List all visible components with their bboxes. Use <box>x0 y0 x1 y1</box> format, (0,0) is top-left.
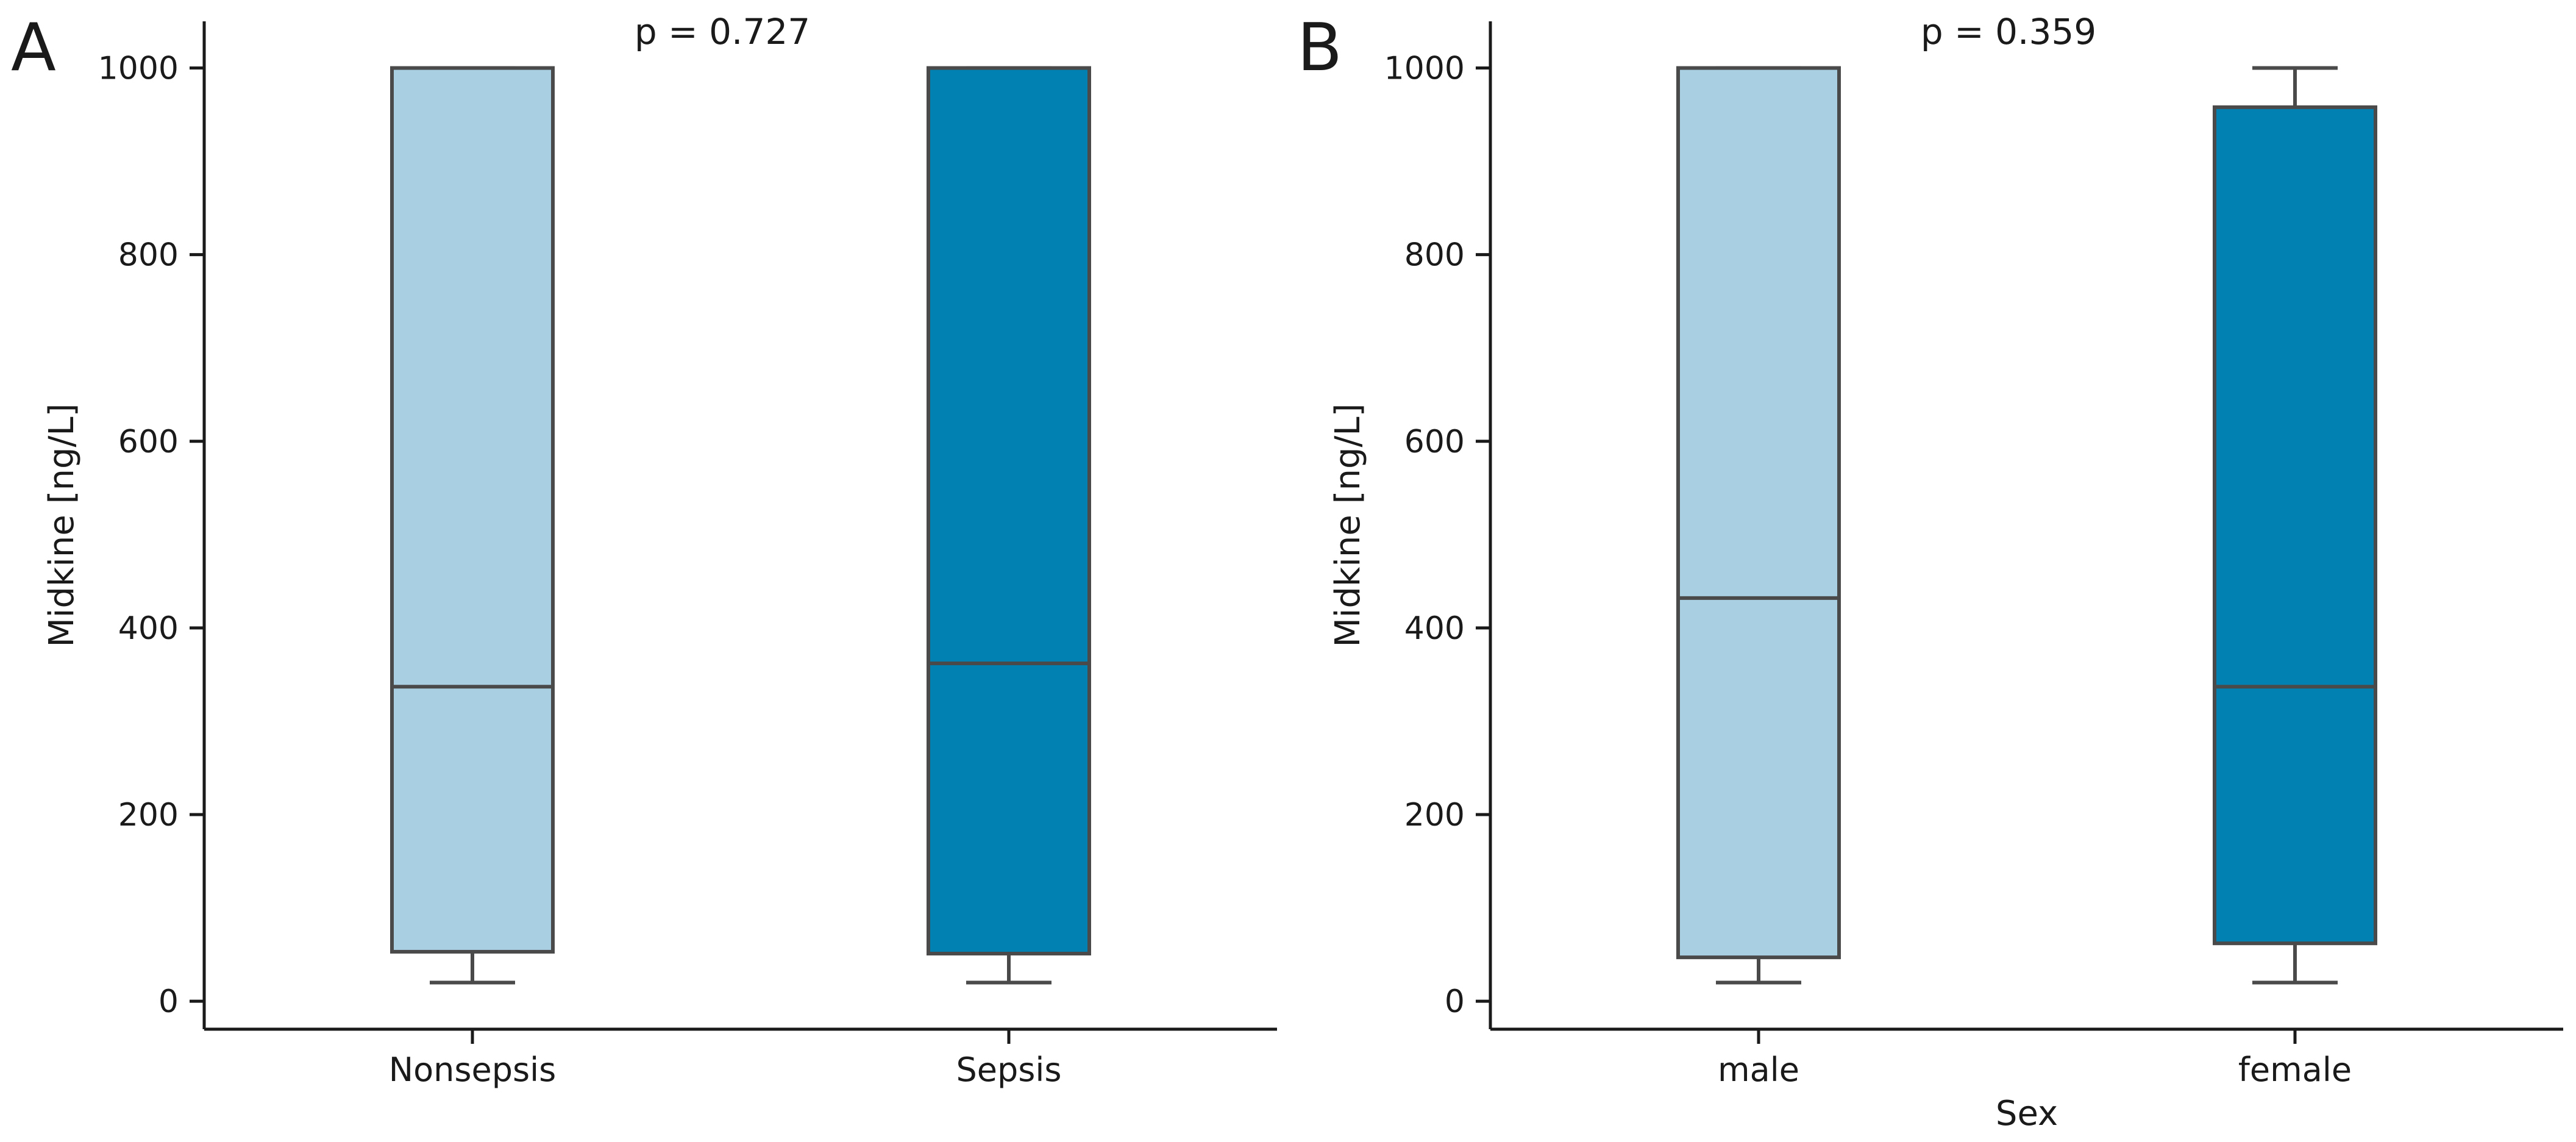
x-tick-label: male <box>1718 1051 1799 1089</box>
y-tick-label: 400 <box>118 610 179 647</box>
panel-b: B 0 200 400 600 800 1000 Midkine [ng/L] p = 0.35… <box>1297 10 2563 1133</box>
box-sepsis <box>927 66 1091 985</box>
y-tick-label: 600 <box>118 424 179 460</box>
box-body <box>2213 105 2377 946</box>
panel-label: A <box>11 10 56 86</box>
panel-a: A 0 200 400 600 800 1000 Midkine [ng/L] p = 0.72… <box>11 10 1277 1089</box>
x-axis-title: Sex <box>1996 1094 2058 1133</box>
x-tick-label: female <box>2238 1051 2352 1089</box>
y-tick-label: 800 <box>1404 237 1465 274</box>
y-tick-label: 600 <box>1404 424 1465 460</box>
y-tick-label: 0 <box>1445 983 1465 1020</box>
y-tick-label: 400 <box>1404 610 1465 647</box>
y-tick-label: 1000 <box>1384 51 1465 87</box>
y-tick-label: 0 <box>158 983 179 1020</box>
box-body <box>390 66 555 954</box>
box-female <box>2213 66 2377 985</box>
p-value-annotation: p = 0.359 <box>1921 11 2096 52</box>
x-tick-label: Nonsepsis <box>389 1051 557 1089</box>
y-tick-label: 800 <box>118 237 179 274</box>
y-tick-label: 200 <box>1404 797 1465 833</box>
p-value-annotation: p = 0.727 <box>635 11 810 52</box>
panel-label: B <box>1297 10 1342 86</box>
y-axis-title: Midkine [ng/L] <box>42 404 82 648</box>
box-nonsepsis <box>390 66 555 985</box>
y-axis-title: Midkine [ng/L] <box>1328 404 1368 648</box>
y-tick-label: 200 <box>118 797 179 833</box>
box-male <box>1676 66 1841 985</box>
box-body <box>927 66 1091 956</box>
x-tick-label: Sepsis <box>956 1051 1061 1089</box>
y-tick-label: 1000 <box>98 51 179 87</box>
box-body <box>1676 66 1841 960</box>
